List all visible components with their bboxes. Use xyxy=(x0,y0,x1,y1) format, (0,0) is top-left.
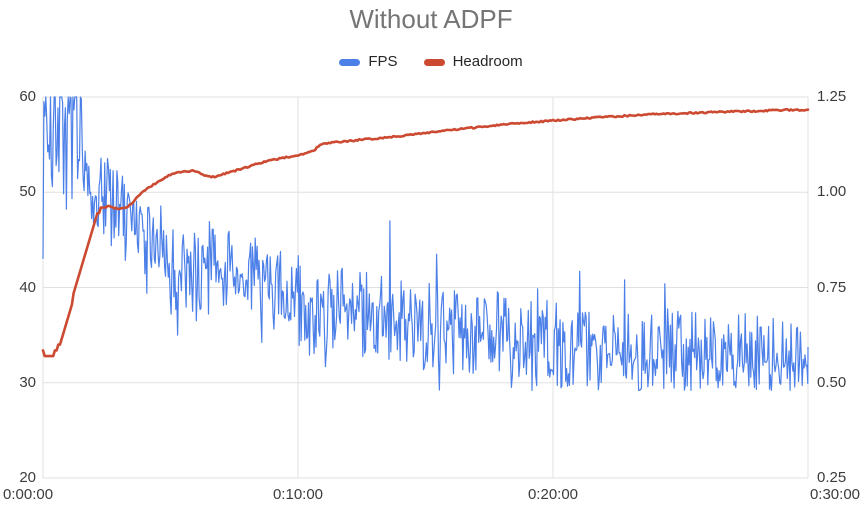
headroom-line-series xyxy=(41,107,810,358)
y-left-tick: 20 xyxy=(19,469,36,486)
y-right-tick: 1.25 xyxy=(817,88,847,105)
y-right-tick: 1.00 xyxy=(817,183,847,200)
fps-series-swatch-icon xyxy=(339,58,361,66)
headroom-series-swatch-icon xyxy=(423,58,445,66)
y-left-tick: 40 xyxy=(19,279,36,296)
legend-label-fps: FPS xyxy=(368,53,398,70)
x-axis-tick: 0:00:00 xyxy=(3,486,54,503)
y-right-tick: 0.25 xyxy=(817,469,847,486)
y-right-tick: 0.75 xyxy=(817,279,847,296)
fps-line-series xyxy=(42,96,809,391)
legend-item-fps: FPS xyxy=(339,53,398,71)
chart-title: Without ADPF xyxy=(349,4,513,34)
gridlines xyxy=(42,96,809,479)
y-left-tick: 60 xyxy=(19,88,36,105)
x-axis-tick: 0:10:00 xyxy=(272,486,324,503)
y-left-tick: 30 xyxy=(19,374,36,391)
legend-item-headroom: Headroom xyxy=(423,53,523,71)
legend: FPS Headroom xyxy=(0,52,862,72)
legend-label-headroom: Headroom xyxy=(452,53,523,70)
x-axis-tick: 0:30:00 xyxy=(809,486,860,503)
y-left-tick: 50 xyxy=(19,183,36,200)
x-axis-tick: 0:20:00 xyxy=(527,486,579,503)
y-right-tick: 0.50 xyxy=(817,374,847,391)
